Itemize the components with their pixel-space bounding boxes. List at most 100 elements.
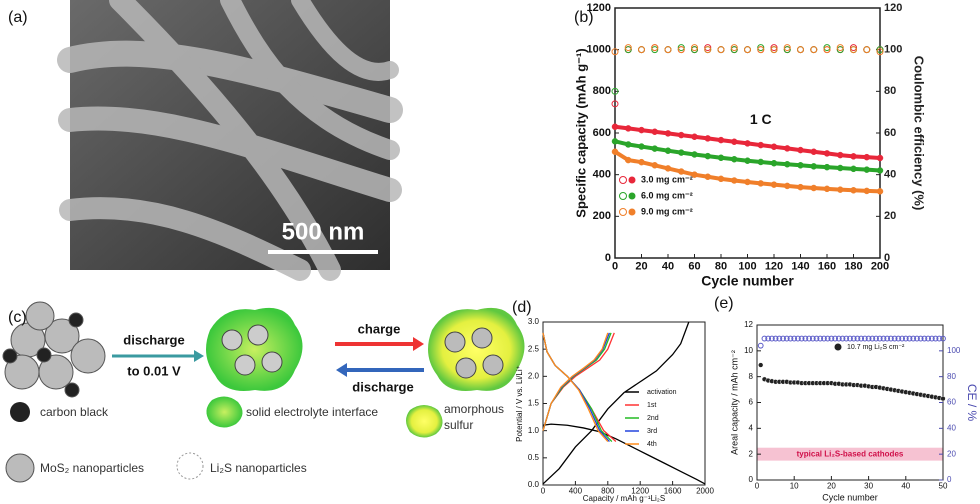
data-point: [850, 153, 857, 160]
y-axis-label: Specific capacity (mAh g⁻¹): [573, 48, 588, 217]
data-point: [832, 335, 839, 342]
legend-swatch: [834, 343, 842, 351]
data-point: [638, 126, 645, 134]
x-tick-label: 60: [688, 261, 700, 273]
data-point: [836, 44, 844, 52]
data-point: [770, 44, 778, 52]
x-tick-label: 30: [864, 482, 873, 491]
data-point: [758, 362, 764, 368]
data-point: [810, 46, 818, 54]
x-tick-label: 120: [765, 261, 783, 273]
data-point: [691, 44, 698, 52]
y2-axis-label: Coulombic efficiency (%): [912, 56, 927, 211]
x-tick-label: 10: [790, 482, 799, 491]
data-point: [921, 335, 928, 342]
data-point: [809, 335, 816, 342]
data-point: [847, 335, 853, 342]
data-point: [863, 166, 870, 173]
data-point: [925, 335, 932, 342]
data-point: [625, 156, 632, 164]
data-point: [813, 335, 820, 342]
data-point: [797, 146, 804, 154]
data-point: [888, 335, 894, 342]
data-point: [823, 150, 831, 157]
y-tick-label: 12: [744, 320, 753, 329]
legend-swatch: [628, 176, 636, 184]
data-point: [704, 46, 712, 54]
y2-tick-label: 20: [947, 449, 956, 458]
data-point: [731, 138, 738, 145]
x-tick-label: 40: [901, 482, 910, 491]
data-point: [717, 46, 725, 54]
x-tick-label: 1200: [631, 487, 649, 496]
y2-axis-label: CE / %: [965, 384, 979, 422]
x-tick-label: 20: [635, 261, 647, 273]
data-point: [797, 183, 804, 191]
data-point: [837, 164, 844, 172]
data-point: [651, 128, 658, 135]
x-tick-label: 100: [738, 261, 756, 273]
legend-label: 2nd: [647, 415, 659, 422]
data-point: [940, 395, 946, 402]
data-point: [677, 44, 685, 52]
data-point: [638, 158, 645, 166]
data-point: [651, 145, 658, 152]
data-point: [691, 46, 698, 54]
data-point: [783, 44, 791, 52]
arrow-label: charge: [358, 321, 401, 336]
data-point: [757, 158, 764, 166]
x-tick-label: 20: [827, 482, 836, 491]
data-point: [691, 171, 698, 178]
y-tick-label: 6: [749, 398, 754, 407]
data-point: [731, 177, 738, 184]
y-tick-label: 3.0: [528, 317, 540, 326]
x-tick-label: 0: [612, 261, 618, 273]
y-tick-label: 0.0: [528, 480, 540, 489]
legend-label: activation: [647, 389, 677, 396]
data-point: [664, 147, 672, 154]
sem-image: [57, 0, 403, 281]
data-point: [678, 149, 685, 156]
panel-label: (b): [574, 9, 594, 26]
data-point: [850, 44, 857, 52]
legend-label: 3.0 mg cm⁻²: [641, 174, 693, 184]
y-tick-label: 800: [593, 85, 611, 97]
data-point: [678, 168, 685, 175]
legend-label: Li₂S nanoparticles: [210, 461, 307, 475]
data-point: [651, 46, 659, 54]
y-tick-label: 400: [593, 169, 611, 181]
data-point: [828, 335, 835, 342]
data-point: [765, 335, 772, 342]
data-point: [876, 154, 884, 162]
data-point: [770, 143, 778, 150]
data-point: [611, 123, 619, 130]
data-point: [910, 335, 917, 342]
data-point: [876, 46, 884, 54]
data-point: [717, 136, 725, 144]
data-point: [850, 335, 857, 342]
y2-tick-label: 100: [884, 44, 902, 56]
data-point: [638, 143, 645, 150]
data-point: [858, 335, 865, 342]
plot-frame: [542, 321, 706, 486]
y2-tick-label: 80: [947, 372, 956, 381]
y-tick-label: 0: [749, 475, 754, 484]
y2-tick-label: 100: [947, 346, 961, 355]
data-point: [776, 335, 783, 342]
data-point: [625, 125, 632, 132]
x-tick-label: 1600: [664, 487, 682, 496]
data-point: [678, 131, 685, 139]
y-axis-label: Potential / V vs. Li/Li⁺: [515, 365, 524, 442]
data-point: [704, 135, 711, 142]
data-point: [797, 46, 804, 54]
x-axis-label: Capacity / mAh g⁻¹Li₂S: [583, 494, 665, 503]
data-point: [873, 335, 879, 342]
data-point: [810, 148, 817, 155]
legend-swatch: [628, 192, 636, 200]
data-point: [824, 335, 831, 342]
x-tick-label: 180: [844, 261, 862, 273]
data-point: [770, 181, 778, 188]
data-point: [784, 182, 791, 190]
y2-tick-label: 80: [884, 85, 896, 97]
data-point: [895, 335, 902, 342]
